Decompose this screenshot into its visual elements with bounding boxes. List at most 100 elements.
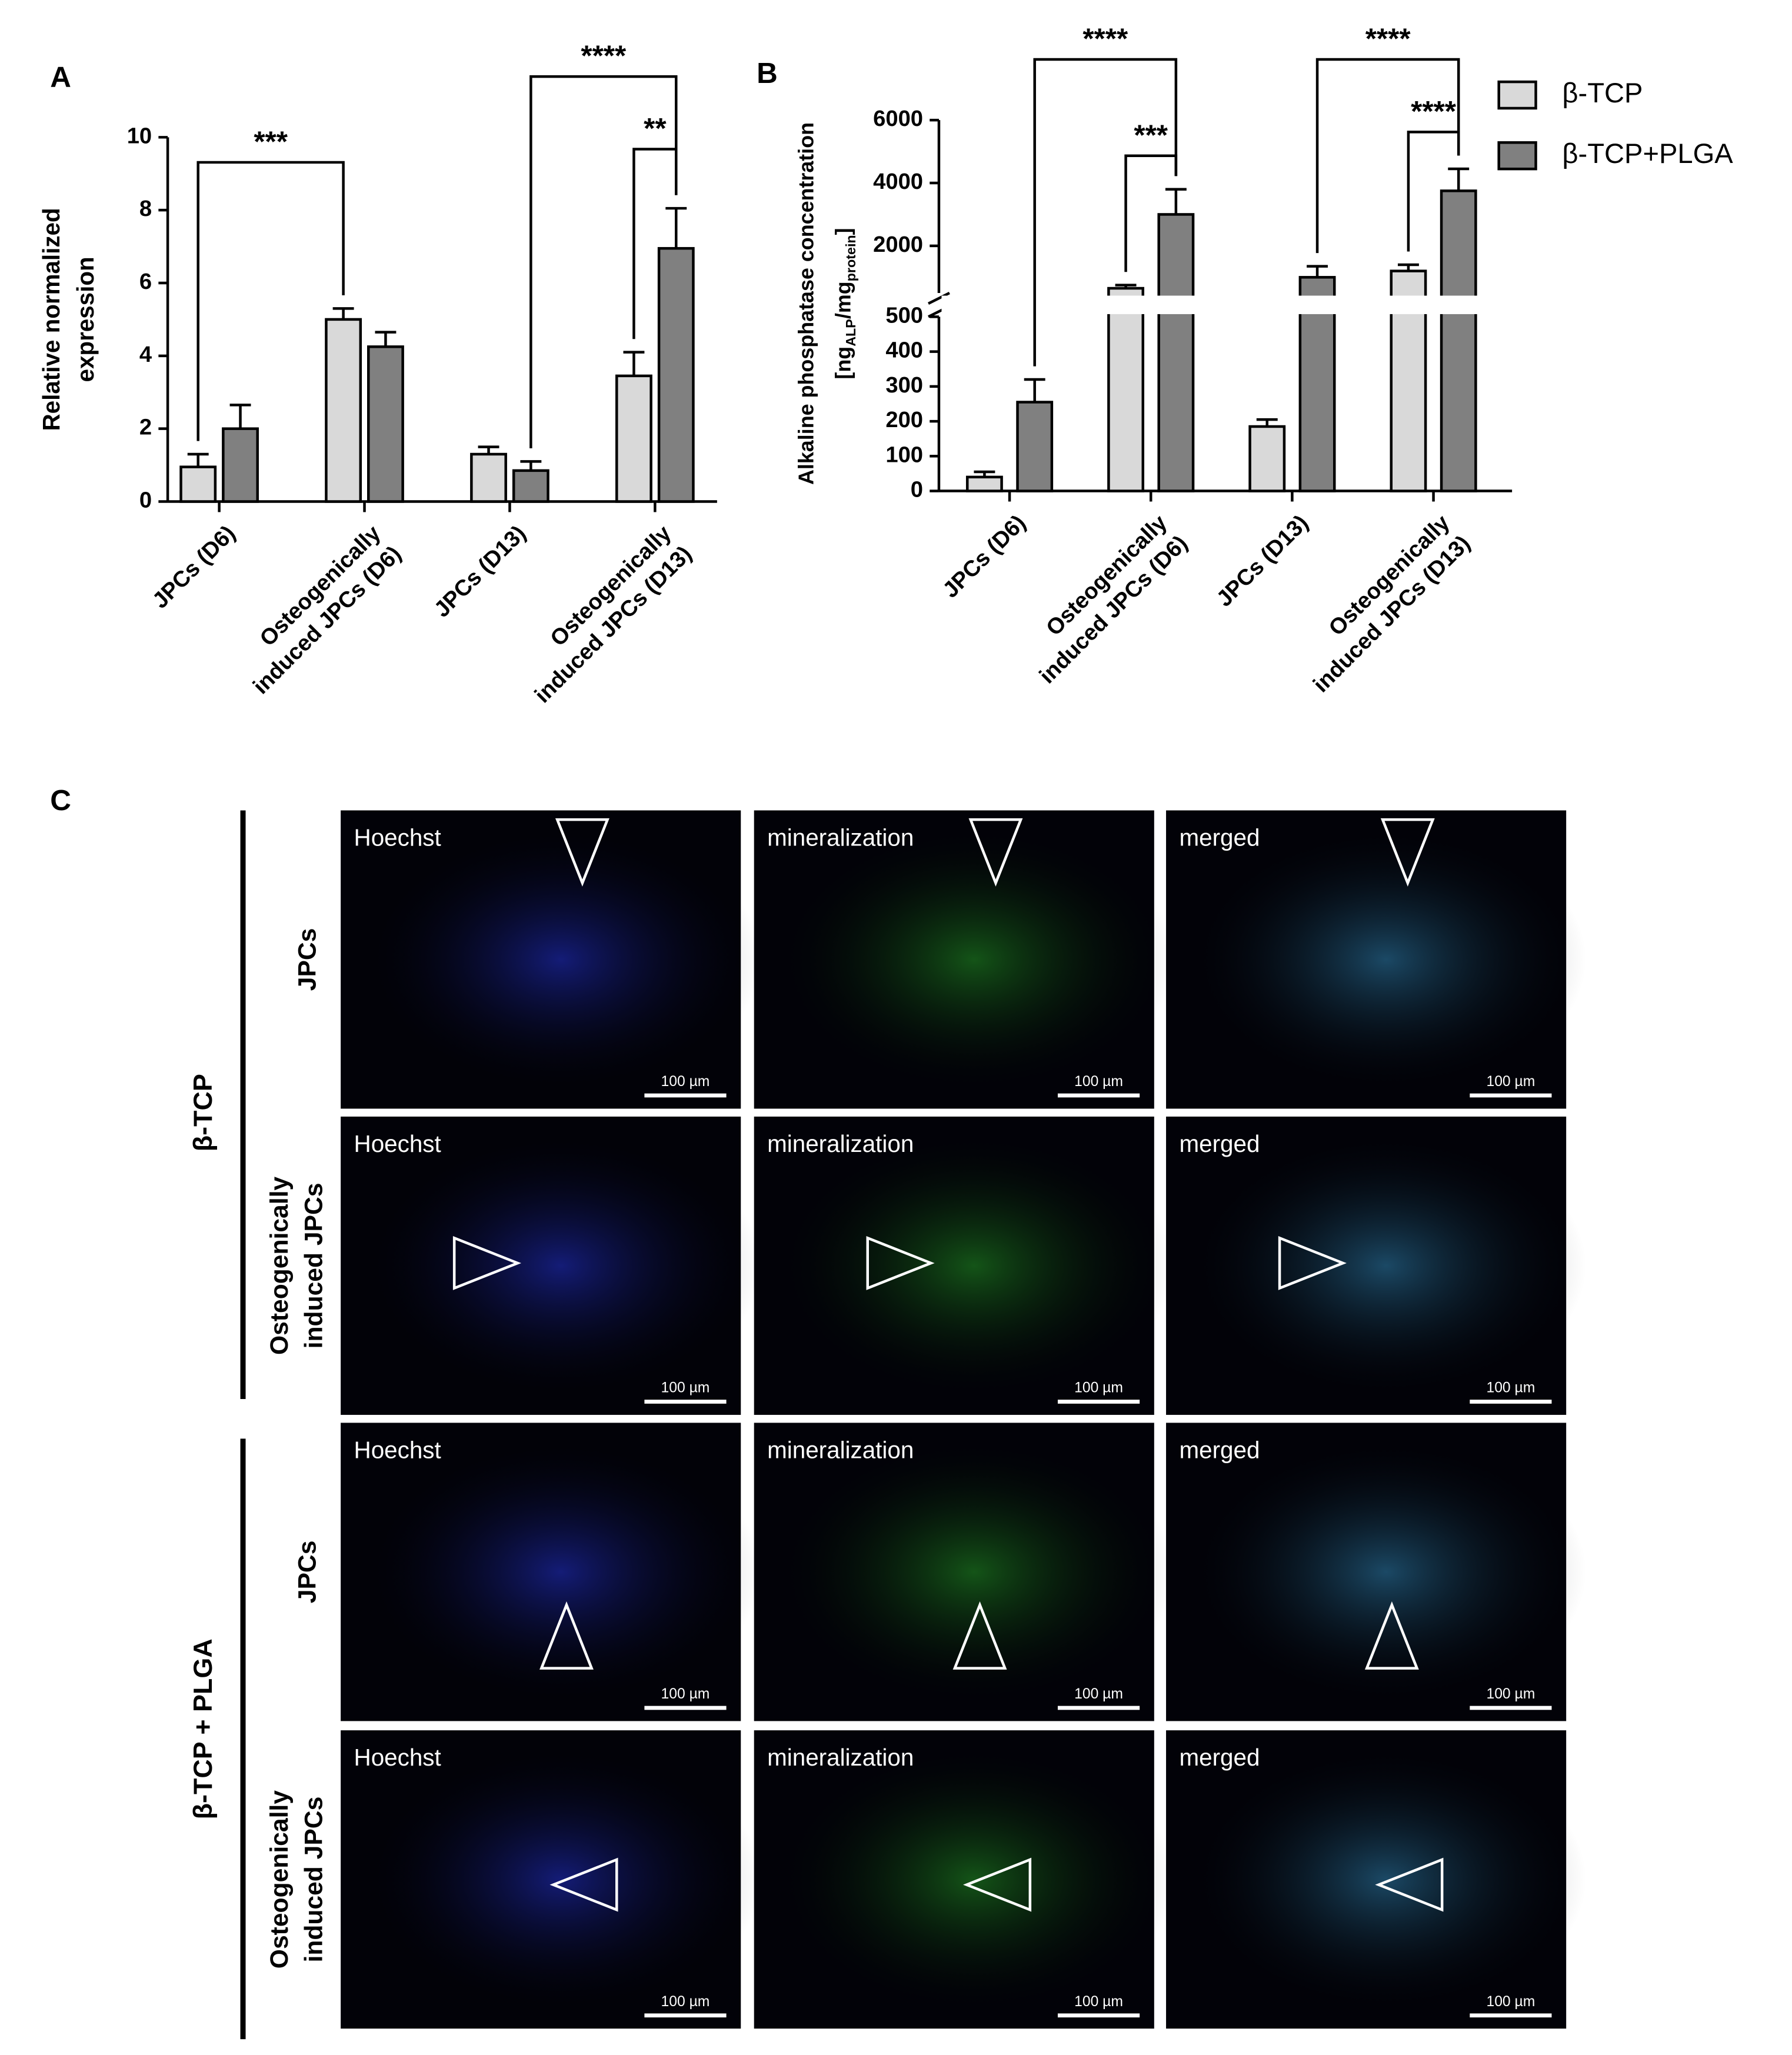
arrowhead-marker	[555, 818, 609, 887]
panel-letter: B	[757, 57, 778, 89]
y-axis-label-part: /mg	[832, 281, 855, 319]
y-tick-label: 6000	[873, 106, 923, 131]
arrowhead-marker	[452, 1236, 522, 1290]
micrograph-signal	[1186, 825, 1587, 1094]
significance-bracket	[1124, 154, 1178, 272]
y-tick-label: 10	[127, 123, 152, 148]
channel-label: Hoechst	[354, 1744, 441, 1771]
arrowhead-marker	[1380, 818, 1435, 887]
error-bar	[1307, 265, 1328, 278]
channel-label: Hoechst	[354, 1130, 441, 1157]
panel-letter: A	[50, 61, 71, 94]
error-bar	[229, 404, 251, 429]
channel-label: merged	[1179, 824, 1260, 851]
bar	[512, 469, 549, 503]
x-tick-label: Osteogenicallyinduced JPCs (D13)	[1288, 510, 1475, 697]
bar	[1016, 401, 1054, 492]
channel-label: mineralization	[767, 1744, 914, 1771]
bar	[657, 247, 695, 503]
x-tick-label: Osteogenicallyinduced JPCs (D6)	[1014, 510, 1193, 688]
error-bar	[623, 351, 645, 376]
row-label-line: JPCs	[294, 1541, 322, 1604]
significance-label: ****	[1411, 95, 1457, 128]
error-bar	[1256, 418, 1278, 427]
axis-break	[927, 292, 950, 305]
channel-label: Hoechst	[354, 1436, 441, 1463]
x-tick-label-line: JPCs (D6)	[938, 510, 1031, 603]
row-label-line: induced JPCs	[300, 1183, 328, 1349]
row-label-line: Osteogenically	[265, 1790, 294, 1969]
micrograph-signal	[361, 825, 761, 1094]
scale-bar-label: 100 µm	[1486, 1074, 1535, 1090]
error-bar	[1165, 188, 1187, 215]
bar	[367, 345, 404, 503]
y-tick-label: 400	[885, 338, 923, 363]
error-bar	[665, 207, 687, 249]
significance-bracket	[1315, 58, 1460, 254]
micrograph-signal	[774, 1131, 1174, 1400]
y-axis-label-part: ]	[832, 228, 855, 235]
arrowhead-marker	[1364, 1601, 1419, 1670]
micrograph-signal	[1186, 1131, 1587, 1400]
scale-bar-label: 100 µm	[1074, 1380, 1123, 1396]
bar	[965, 475, 1003, 492]
y-axis-label: Alkaline phosphatase concentration [ngALP…	[795, 122, 858, 485]
micrograph-signal	[1186, 1745, 1587, 2014]
y-tick-label: 500	[885, 303, 923, 328]
micrograph-signal	[361, 1437, 761, 1707]
error-bar	[375, 331, 397, 347]
row-label: Osteogenically induced JPCs	[265, 1177, 328, 1355]
x-tick-label: JPCs (D13)	[1212, 510, 1314, 612]
row-label-line: JPCs	[294, 928, 322, 991]
error-bar	[1024, 378, 1045, 402]
x-tick-label: Osteogenicallyinduced JPCs (D13)	[509, 521, 697, 708]
scale-bar-label: 100 µm	[1486, 1994, 1535, 2010]
scale-bar-label: 100 µm	[1074, 1074, 1123, 1090]
x-tick-label: JPCs (D6)	[938, 510, 1031, 603]
scale-bar-label: 100 µm	[661, 1074, 710, 1090]
panel-letter: C	[50, 784, 71, 817]
legend-swatch	[1497, 141, 1537, 171]
bar	[325, 318, 362, 503]
y-tick-label: 6	[139, 269, 152, 294]
x-tick-label: Osteogenicallyinduced JPCs (D6)	[228, 521, 407, 699]
legend-label: β-TCP+PLGA	[1562, 138, 1733, 169]
y-axis-label-part: protein	[843, 235, 858, 281]
micrograph-signal	[1186, 1437, 1587, 1707]
channel-label: merged	[1179, 1436, 1260, 1463]
arrowhead-marker	[539, 1601, 594, 1670]
significance-bracket	[196, 161, 345, 441]
channel-label: mineralization	[767, 824, 914, 851]
error-bar	[187, 452, 209, 467]
arrowhead-marker	[1375, 1857, 1444, 1912]
group-label: β-TCP	[188, 1074, 218, 1151]
x-tick-label-line: JPCs (D13)	[429, 521, 531, 622]
y-tick-label: 0	[911, 477, 923, 502]
significance-label: ***	[1134, 119, 1168, 151]
y-tick-label: 2000	[873, 232, 923, 257]
y-tick-label: 100	[885, 442, 923, 467]
row-label: Osteogenically induced JPCs	[265, 1790, 328, 1969]
arrowhead-marker	[968, 818, 1023, 887]
x-tick-label: JPCs (D13)	[429, 521, 531, 622]
y-axis-label-part: Alkaline phosphatase concentration	[795, 122, 818, 485]
error-bar	[1115, 284, 1137, 289]
arrowhead-marker	[952, 1601, 1007, 1670]
x-tick-label: JPCs (D6)	[148, 521, 241, 614]
bar	[615, 374, 652, 503]
error-bar	[520, 460, 542, 471]
scale-bar-label: 100 µm	[1486, 1686, 1535, 1702]
channel-label: mineralization	[767, 1436, 914, 1463]
bar	[1157, 213, 1195, 492]
y-tick-label: 200	[885, 407, 923, 432]
significance-label: **	[644, 112, 667, 145]
arrowhead-marker	[1278, 1236, 1347, 1290]
error-bar	[1397, 263, 1419, 271]
micrograph-signal	[361, 1745, 761, 2014]
scale-bar-label: 100 µm	[661, 1380, 710, 1396]
row-label: JPCs	[294, 928, 322, 991]
y-tick-label: 8	[139, 196, 152, 221]
y-tick-label: 2	[139, 415, 152, 440]
micrograph-signal	[361, 1131, 761, 1400]
